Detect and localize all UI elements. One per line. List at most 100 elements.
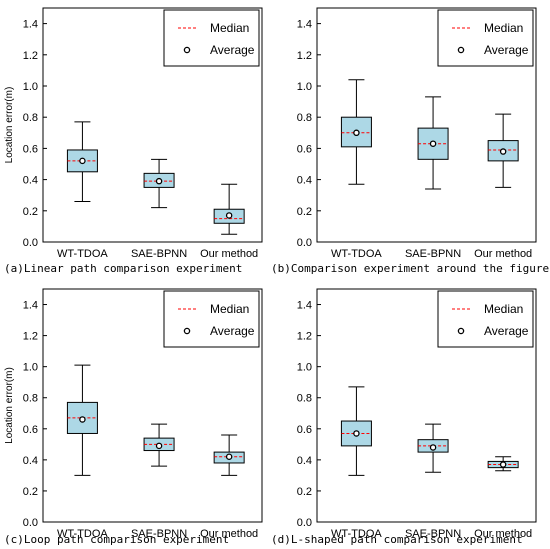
box-2 [487,456,519,472]
y-tick-label: 1.2 [297,331,312,343]
x-tick-label: WT-TDOA [57,248,108,260]
legend-average-swatch [457,46,465,54]
plot-frame [316,288,537,523]
legend-box [437,9,534,67]
legend-average-swatch [457,327,465,335]
legend-average-label: Average [210,324,255,338]
y-tick-label: 1.2 [297,50,312,62]
average-marker [353,430,360,437]
average-marker [499,461,507,468]
box-2 [487,113,519,188]
box-1 [417,96,449,190]
plot-frame [42,7,263,243]
average-marker [225,453,233,461]
y-tick-label: 0.4 [297,175,312,187]
legend-average-label: Average [484,43,529,57]
y-tick-label: 1.2 [23,50,38,62]
y-tick-label: 0.8 [23,112,38,124]
y-tick-label: 1.0 [297,81,312,93]
y-tick-label: 0.4 [297,455,312,467]
y-tick-label: 0.8 [23,393,38,405]
box-0 [340,386,372,476]
y-tick-label: 0.6 [297,143,312,155]
average-marker [353,129,360,137]
y-tick-label: 0.4 [23,175,38,187]
y-tick-label: 0.0 [297,237,312,249]
subplot-b: 0.0 0.2 0.4 0.6 0.8 1.0 1.2 1.4 WT-TDOA SAE-BPNN O… [271,7,550,275]
y-axis-label: Location error(m) [4,87,15,164]
legend: Median Average [437,290,534,348]
y-tick-label: 0.6 [297,424,312,436]
average-marker [429,140,437,147]
legend-median-label: Median [484,21,523,35]
y-tick-label: 1.4 [23,19,38,31]
y-tick-label: 1.2 [23,331,38,343]
y-tick-label: 1.0 [23,362,38,374]
y-tick-label: 1.4 [297,300,312,312]
y-tick-label: 1.4 [297,19,312,31]
x-tick-label: Our method [474,528,532,540]
box-2 [213,183,245,235]
x-tick-label: WT-TDOA [331,248,382,260]
x-tick-label: Our method [200,528,258,540]
box-1 [143,158,175,209]
box-0 [340,79,372,185]
x-tick-label: SAE-BPNN [405,248,461,260]
box-0 [66,121,98,202]
y-tick-label: 0.8 [297,393,312,405]
legend: Median Average [437,9,534,67]
average-marker [429,444,437,451]
average-marker [155,177,163,185]
legend-box [437,290,534,348]
box-1 [417,423,449,473]
legend-median-label: Median [484,302,523,316]
legend-box [163,9,260,67]
subplot-caption: (b)Comparison experiment around the figu… [271,262,550,275]
x-tick-label: Our method [200,248,258,260]
legend-median-label: Median [210,21,249,35]
box-1 [143,423,175,467]
y-tick-label: 0.6 [23,143,38,155]
legend: Median Average [163,290,260,348]
subplot-caption: (a)Linear path comparison experiment [4,262,242,275]
y-tick-label: 0.6 [23,424,38,436]
y-tick-label: 0.2 [23,206,38,218]
y-tick-label: 1.0 [297,362,312,374]
y-tick-label: 0.0 [23,517,38,529]
iqr-box [340,116,372,148]
legend-average-label: Average [210,43,255,57]
y-tick-label: 0.4 [23,455,38,467]
x-tick-label: WT-TDOA [57,528,108,540]
y-tick-label: 0.0 [23,237,38,249]
y-tick-label: 1.0 [23,81,38,93]
y-axis-label: Location error(m) [4,367,15,444]
average-marker [79,157,86,165]
box-2 [213,434,245,476]
average-marker [155,442,163,450]
y-tick-label: 0.2 [297,486,312,498]
legend-average-swatch [183,327,191,335]
y-tick-label: 0.2 [297,206,312,218]
x-tick-label: WT-TDOA [331,528,382,540]
x-tick-label: SAE-BPNN [131,248,187,260]
x-tick-label: Our method [474,248,532,260]
y-tick-label: 0.2 [23,486,38,498]
plot-frame [42,288,263,523]
legend-average-swatch [183,46,191,54]
x-tick-label: SAE-BPNN [131,528,187,540]
x-tick-label: SAE-BPNN [405,528,461,540]
y-tick-label: 0.8 [297,112,312,124]
y-tick-label: 0.0 [297,517,312,529]
subplot-caption: (d)L-shaped path comparison experiment [271,533,523,546]
subplot-caption: (c)Loop path comparison experiment [4,533,229,546]
legend-average-label: Average [484,324,529,338]
y-tick-label: 1.4 [23,300,38,312]
subplot-c: 0.0 0.2 0.4 0.6 0.8 1.0 1.2 1.4 Location error(m… [4,288,263,546]
average-marker [79,416,86,423]
subplot-a: 0.0 0.2 0.4 0.6 0.8 1.0 1.2 1.4 Location error(m… [4,7,263,275]
subplot-d: 0.0 0.2 0.4 0.6 0.8 1.0 1.2 1.4 WT-TDOA SAE-BPNN O… [271,288,537,546]
legend-box [163,290,260,348]
plot-frame [316,7,537,243]
average-marker [225,212,233,219]
